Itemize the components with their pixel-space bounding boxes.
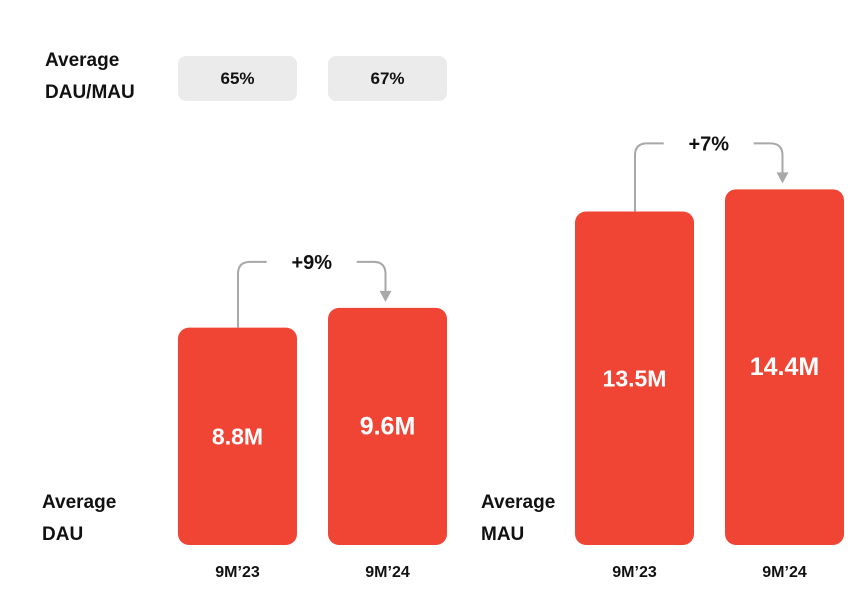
dau-bar-0 [178,327,297,545]
dau-mau-label: Average DAU/MAU [45,45,135,109]
dau-mau-value-9m24: 67% [328,56,447,101]
dau-mau-label-line1: Average [45,50,120,71]
mau-change-label: +7% [688,133,729,155]
mau-chart-label-line2: MAU [481,524,525,545]
mau-category-label-1: 9M’24 [762,564,807,581]
dau-category-label-0: 9M’23 [215,564,260,581]
dau-change-connector-right [356,260,387,292]
dau-category-label-1: 9M’24 [365,564,410,581]
mau-bar-value-label-1: 14.4M [750,353,819,381]
mau-bar-1 [725,189,844,545]
mau-change-connector-left [634,142,664,212]
dau-mau-value-9m23: 65% [178,56,297,101]
dau-change-connector-left [237,260,267,328]
mau-category-label-0: 9M’23 [612,564,657,581]
dau-chart-label: Average DAU [42,487,116,551]
mau-arrow-head-icon [776,172,789,184]
dau-bar-value-label-1: 9.6M [360,412,416,440]
mau-chart-label: Average MAU [481,487,555,551]
mau-bar-0 [575,211,694,546]
dau-mau-label-line2: DAU/MAU [45,82,135,103]
dau-arrow-head-icon [379,290,392,302]
dau-bar-1 [328,307,447,545]
dau-chart-label-line1: Average [42,492,117,513]
dau-change-label: +9% [291,252,332,274]
dau-chart-label-line2: DAU [42,524,84,545]
mau-change-connector-right [753,142,784,174]
mau-chart-label-line1: Average [481,492,556,513]
dau-bar-value-label-0: 8.8M [212,423,263,449]
mau-bar-value-label-0: 13.5M [603,365,667,391]
